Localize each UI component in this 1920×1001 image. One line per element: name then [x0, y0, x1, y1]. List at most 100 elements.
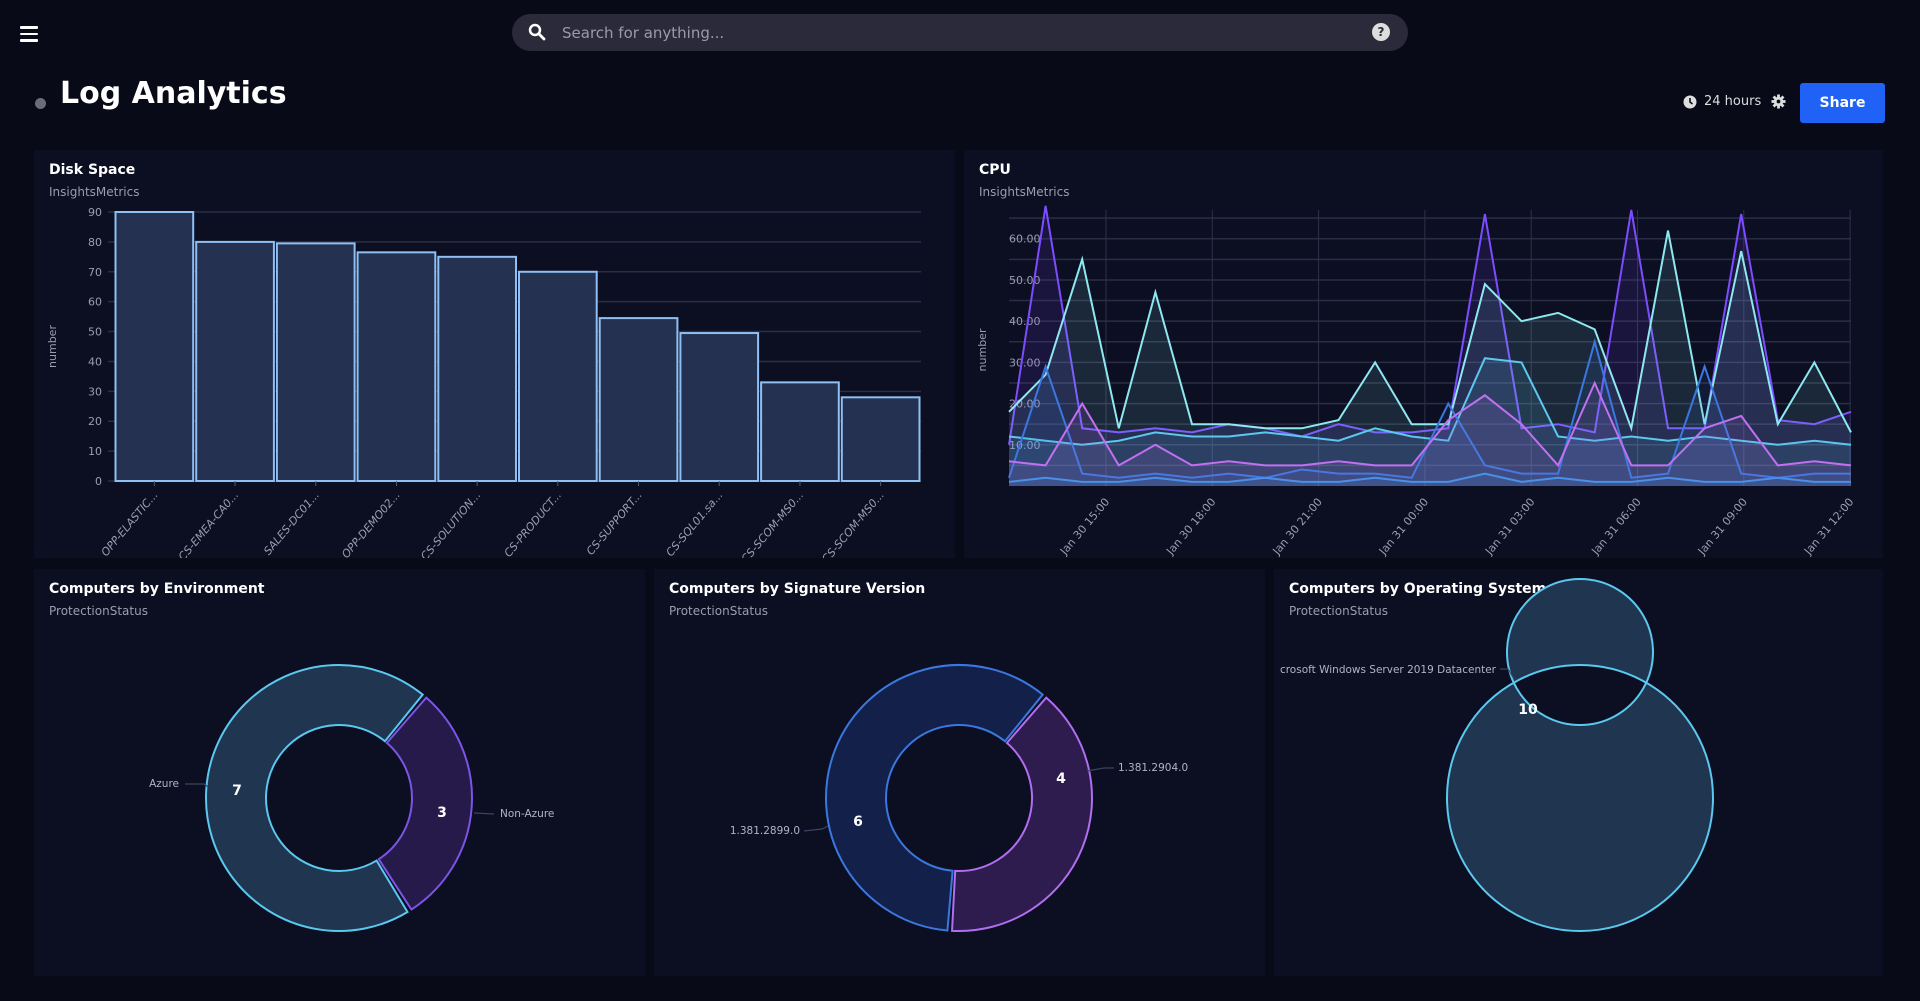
y-tick-label: 10.00 [1009, 439, 1041, 452]
page-title: Log Analytics [60, 76, 287, 111]
label-leader-line [185, 783, 209, 788]
bar [679, 332, 760, 482]
bar [598, 317, 679, 482]
search-icon [528, 23, 546, 41]
panel-subtitle: ProtectionStatus [669, 604, 768, 618]
status-dot [35, 98, 46, 109]
disk-space-panel: Disk Space InsightsMetrics 0 10 20 30 40 50 60… [34, 150, 955, 558]
x-tick-label: CS-EMEA-CA0... [176, 489, 242, 558]
x-tick-label: SALES-DC01... [261, 489, 322, 558]
y-tick-label: 20 [88, 415, 102, 428]
environment-donut: 7 Azure 3 Non-Azure [149, 664, 554, 932]
series-area [1009, 358, 1851, 486]
slice-value: 6 [853, 814, 863, 830]
bar [275, 242, 356, 482]
panel-title: Computers by Signature Version [669, 581, 926, 597]
bar [518, 270, 598, 483]
os-donut: 10 crosoft Windows Server 2019 Datacenter [1280, 578, 1714, 932]
hamburger-icon [20, 26, 38, 29]
menu-button[interactable] [20, 26, 38, 42]
panel-title: Computers by Environment [49, 581, 265, 597]
series-line [1008, 230, 1852, 433]
signature-panel: Computers by Signature Version Protectio… [654, 569, 1265, 976]
environment-panel: Computers by Environment ProtectionStatu… [34, 569, 645, 976]
panel-subtitle: InsightsMetrics [49, 185, 140, 199]
y-tick-label: 0 [95, 475, 102, 488]
slice-label: Non-Azure [500, 808, 554, 820]
signature-donut: 6 1.381.2899.0 4 1.381.2904.0 [730, 664, 1188, 932]
label-leader-line [473, 812, 495, 815]
question-circle-icon[interactable]: ? [1372, 23, 1390, 41]
y-tick-label: 40.00 [1009, 315, 1041, 328]
panel-title: CPU [979, 162, 1011, 178]
series-line [1008, 472, 1851, 483]
x-tick-label: OPP-ELASTIC... [99, 489, 161, 558]
y-tick-label: 50.00 [1009, 274, 1041, 287]
x-tick-label: Jan 31 06:00 [1588, 496, 1643, 558]
x-tick-label: Jan 30 18:00 [1163, 496, 1218, 558]
slice-label: crosoft Windows Server 2019 Datacenter [1280, 664, 1497, 676]
series-line [1008, 338, 1851, 479]
donut-slice [377, 696, 473, 911]
os-panel: Computers by Operating System Protection… [1274, 569, 1883, 976]
bar [195, 240, 275, 482]
x-tick-label: CS-SCOM-MS0... [819, 489, 887, 558]
panel-title: Disk Space [49, 162, 136, 178]
series-area [1009, 383, 1851, 486]
series-line [1008, 380, 1852, 468]
bar [840, 396, 921, 482]
time-range-picker[interactable]: 24 hours [1683, 94, 1786, 109]
cpu-panel: CPU InsightsMetrics Jan 30 15:00 Jan 30 1… [964, 150, 1883, 558]
donut-slice [1446, 578, 1714, 932]
donut-slice [205, 664, 425, 932]
slice-value: 3 [437, 805, 447, 821]
x-tick-label: Jan 31 12:00 [1801, 496, 1856, 558]
label-leader-line [1500, 668, 1515, 680]
slice-value: 10 [1518, 702, 1538, 718]
y-tick-label: 90 [88, 206, 102, 219]
share-button[interactable]: Share [1800, 83, 1885, 123]
label-leader-line [803, 825, 829, 832]
y-tick-label: 30 [88, 385, 102, 398]
y-tick-label: 40 [88, 355, 102, 368]
x-tick-label: CS-SCOM-MS0... [739, 489, 807, 558]
y-tick-label: 60.00 [1009, 233, 1041, 246]
y-tick-label: 30.00 [1009, 356, 1041, 369]
x-tick-label: CS-SOLUTION... [418, 489, 483, 558]
series-area [1009, 230, 1851, 486]
y-axis-label: number [976, 328, 989, 371]
slice-value: 7 [232, 783, 242, 799]
cpu-chart: Jan 30 15:00 Jan 30 18:00 Jan 30 21:00 Jan … [976, 205, 1856, 558]
series-area [1009, 205, 1851, 487]
x-tick-label: CS-SQL01.sa... [663, 489, 725, 558]
clock-icon [1683, 95, 1697, 108]
slice-label: Azure [149, 778, 179, 790]
bar [114, 211, 195, 482]
time-range-label: 24 hours [1704, 94, 1762, 109]
donut-slice [950, 696, 1093, 932]
x-tick-label: Jan 30 15:00 [1057, 496, 1112, 558]
panel-subtitle: ProtectionStatus [49, 604, 148, 618]
slice-label: 1.381.2899.0 [730, 825, 800, 837]
panel-title: Computers by Operating System [1289, 581, 1547, 597]
x-tick-label: Jan 30 21:00 [1270, 496, 1325, 558]
search-input[interactable] [562, 14, 1322, 51]
x-tick-label: Jan 31 09:00 [1695, 496, 1750, 558]
x-tick-label: CS-PRODUCT... [502, 489, 565, 558]
y-tick-label: 10 [88, 445, 102, 458]
slice-value: 4 [1056, 771, 1066, 787]
bar [356, 251, 437, 482]
slice-label: 1.381.2904.0 [1118, 762, 1188, 774]
label-leader-line [1086, 767, 1114, 772]
search-bar[interactable]: ? [512, 14, 1408, 51]
gear-icon[interactable] [1771, 94, 1786, 109]
panel-subtitle: ProtectionStatus [1289, 604, 1388, 618]
x-tick-label: Jan 31 00:00 [1376, 496, 1431, 558]
y-tick-label: 80 [88, 236, 102, 249]
x-tick-label: Jan 31 03:00 [1482, 496, 1537, 558]
x-tick-label: CS-SUPPORT... [584, 489, 645, 558]
donut-slice [825, 664, 1045, 932]
bar [437, 255, 517, 483]
x-tick-label: OPP-DEMO02... [339, 489, 403, 558]
